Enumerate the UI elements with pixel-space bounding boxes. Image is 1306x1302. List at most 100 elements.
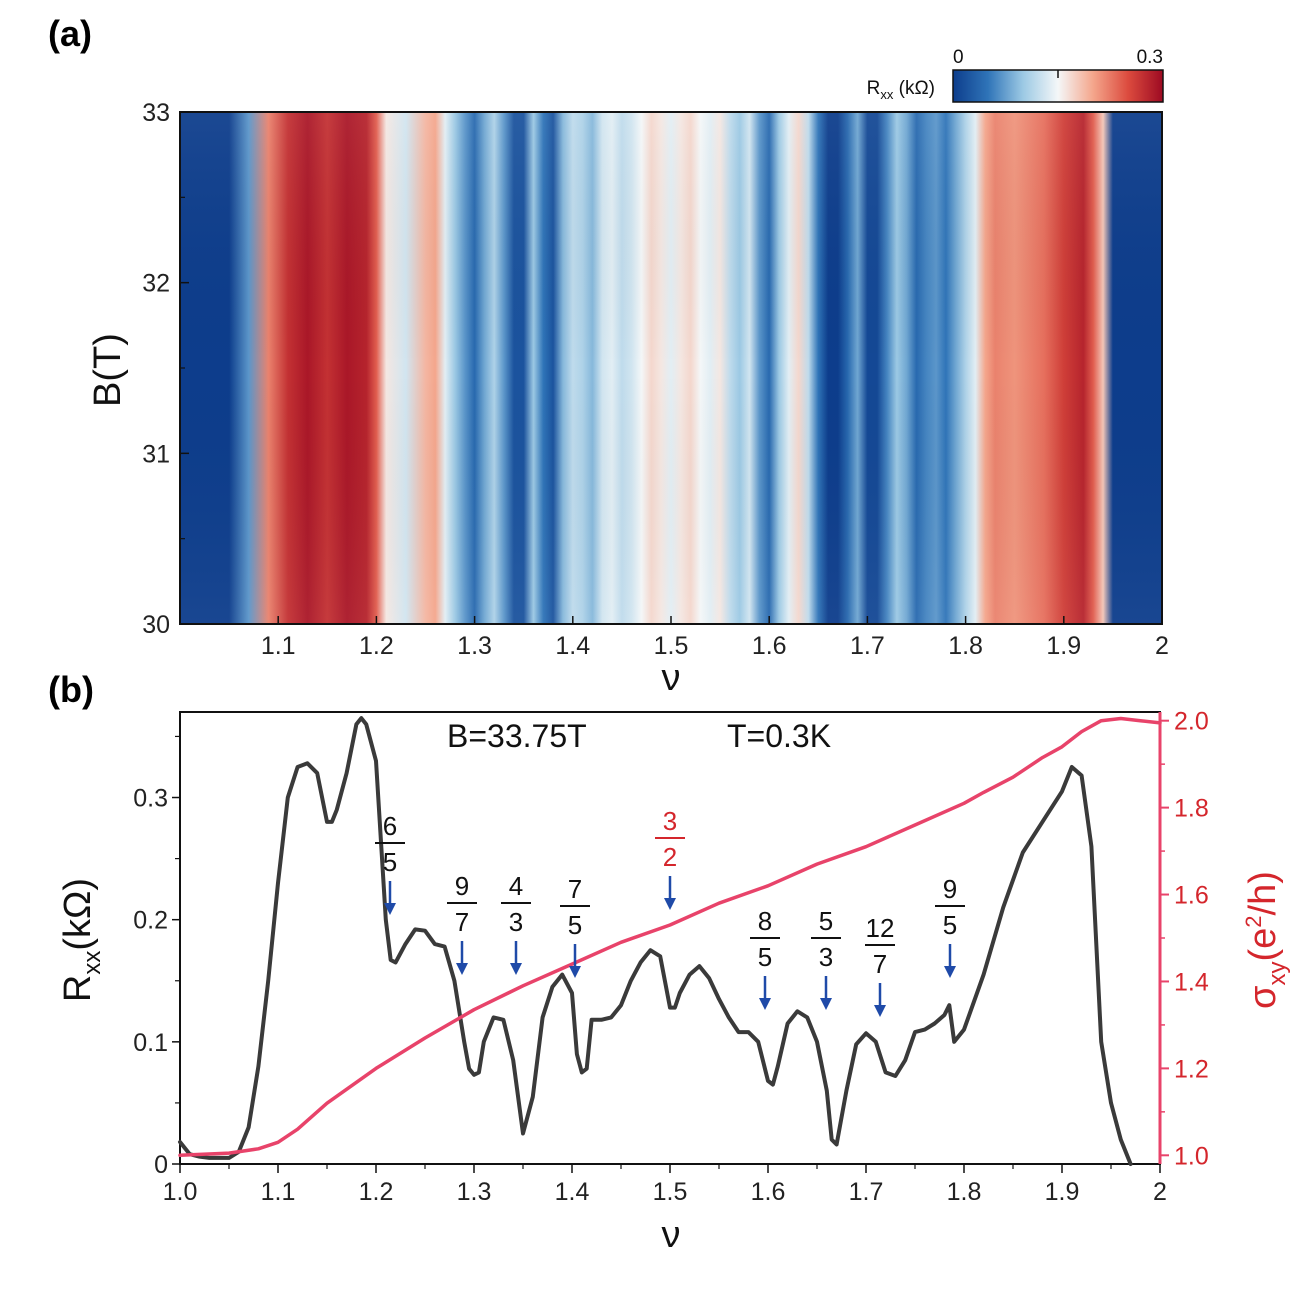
line-x-tick-label: 1.5 <box>653 1178 688 1206</box>
heatmap-x-tick-label: 1.7 <box>850 632 885 660</box>
fraction-denominator: 5 <box>758 942 772 972</box>
fraction-marker: 32 <box>655 806 685 910</box>
heatmap-y-tick-label: 32 <box>142 270 170 298</box>
fraction-numerator: 12 <box>866 913 895 943</box>
line-x-tick-label: 1.6 <box>751 1178 786 1206</box>
fraction-denominator: 3 <box>509 907 523 937</box>
heatmap-x-tick-label: 1.4 <box>555 632 590 660</box>
fraction-denominator: 2 <box>663 842 677 872</box>
heatmap-y-ticks: 30 31 32 33 <box>142 99 189 639</box>
line-x-tick-label: 1.9 <box>1045 1178 1080 1206</box>
right-y-tick-label: 1.2 <box>1174 1055 1209 1083</box>
heatmap-x-axis-label: ν <box>662 657 681 699</box>
rxx-curve <box>178 716 1133 1166</box>
fraction-denominator: 7 <box>455 907 469 937</box>
heatmap-shading <box>180 112 1162 624</box>
fraction-marker: 95 <box>935 874 965 978</box>
line-x-tick-label: 2 <box>1153 1178 1167 1206</box>
fraction-arrow-head <box>569 966 581 978</box>
right-y-label-end: /h) <box>1242 871 1284 915</box>
fraction-denominator: 3 <box>819 942 833 972</box>
fraction-marker: 75 <box>560 874 590 978</box>
fraction-numerator: 9 <box>455 871 469 901</box>
line-x-tick-label: 1.0 <box>163 1178 198 1206</box>
fraction-numerator: 5 <box>819 906 833 936</box>
line-chart-panel: 1.0 1.1 1.2 1.3 1.4 1.5 1.6 1.7 1.8 1.9 2 00.10.20… <box>57 708 1291 1256</box>
left-y-label-main: R <box>57 975 99 1002</box>
heatmap-x-tick-label: 1.6 <box>752 632 787 660</box>
right-y-label-unit: (e <box>1242 928 1284 962</box>
heatmap-y-tick-label: 30 <box>142 611 170 639</box>
colorbar-title-main: R <box>867 78 881 99</box>
fraction-numerator: 6 <box>383 811 397 841</box>
fraction-denominator: 5 <box>568 910 582 940</box>
right-y-tick-label: 1.4 <box>1174 968 1209 996</box>
heatmap-x-tick-label: 2 <box>1155 632 1169 660</box>
fraction-denominator: 7 <box>873 949 887 979</box>
fraction-arrow-head <box>510 963 522 975</box>
line-x-tick-label: 1.3 <box>457 1178 492 1206</box>
colorbar-title: Rxx (kΩ) <box>867 78 935 102</box>
left-y-tick-label: 0 <box>154 1151 168 1179</box>
fraction-arrow-head <box>874 1005 886 1017</box>
fraction-arrow-head <box>944 966 956 978</box>
heatmap-y-tick-label: 31 <box>142 440 170 468</box>
left-y-tick-label: 0.2 <box>133 907 168 935</box>
heatmap-x-tick-label: 1.9 <box>1046 632 1081 660</box>
fraction-arrow-head <box>759 998 771 1010</box>
line-chart-frame <box>179 711 1161 1165</box>
fraction-numerator: 4 <box>509 871 523 901</box>
fraction-numerator: 9 <box>943 874 957 904</box>
colorbar-min-label: 0 <box>953 47 964 68</box>
heatmap-x-tick-label: 1.8 <box>948 632 983 660</box>
line-x-tick-label: 1.7 <box>849 1178 884 1206</box>
right-y-tick-label: 1.8 <box>1174 795 1209 823</box>
left-y-axis-label: Rxx(kΩ) <box>57 878 106 1002</box>
fraction-arrow-head <box>820 998 832 1010</box>
heatmap-x-ticks: 1.1 1.2 1.3 1.4 1.5 1.6 1.7 1.8 1.9 2 <box>261 616 1169 660</box>
line-series-group <box>178 716 1162 1166</box>
heatmap-y-tick-label: 33 <box>142 99 170 127</box>
right-y-tick-label: 1.6 <box>1174 882 1209 910</box>
heatmap-x-tick-label: 1.1 <box>261 632 296 660</box>
line-x-axis-label: ν <box>662 1214 681 1256</box>
panel-a-label: (a) <box>48 13 92 54</box>
panel-b-label: (b) <box>48 669 94 710</box>
fraction-arrow-head <box>384 903 396 915</box>
left-y-tick-label: 0.3 <box>133 785 168 813</box>
fraction-marker: 85 <box>750 906 780 1010</box>
temperature-annotation: T=0.3K <box>727 718 831 754</box>
fraction-marker: 53 <box>811 906 841 1010</box>
fraction-arrow-head <box>664 898 676 910</box>
colorbar-title-unit: (kΩ) <box>893 78 935 99</box>
fraction-denominator: 5 <box>383 847 397 877</box>
fraction-marker: 127 <box>865 913 895 1017</box>
line-x-tick-label: 1.8 <box>947 1178 982 1206</box>
right-y-tick-label: 2.0 <box>1174 708 1209 736</box>
right-y-axis-label: σxy(e2/h) <box>1241 871 1291 1009</box>
heatmap-x-tick-label: 1.5 <box>654 632 689 660</box>
colorbar-title-sub: xx <box>880 87 894 102</box>
fraction-numerator: 8 <box>758 906 772 936</box>
line-x-tick-label: 1.1 <box>261 1178 296 1206</box>
fraction-marker: 65 <box>375 811 405 915</box>
left-y-label-sub: xx <box>79 951 106 975</box>
fraction-arrow-head <box>456 963 468 975</box>
line-x-tick-label: 1.4 <box>555 1178 590 1206</box>
heatmap-x-tick-label: 1.2 <box>359 632 394 660</box>
right-y-label-sub: xy <box>1264 961 1291 985</box>
colorbar-max-label: 0.3 <box>1137 47 1163 68</box>
field-annotation: B=33.75T <box>447 718 587 754</box>
line-x-ticks: 1.0 1.1 1.2 1.3 1.4 1.5 1.6 1.7 1.8 1.9 2 <box>163 1164 1167 1206</box>
heatmap-x-tick-label: 1.3 <box>457 632 492 660</box>
heatmap-y-axis-label: B(T) <box>87 333 129 407</box>
left-y-ticks: 0 0.1 0.2 0.3 <box>133 735 180 1179</box>
fraction-marker: 97 <box>447 871 477 975</box>
fraction-denominator: 5 <box>943 910 957 940</box>
right-y-tick-label: 1.0 <box>1174 1142 1209 1170</box>
left-y-label-unit: (kΩ) <box>57 878 99 951</box>
fraction-marker: 43 <box>501 871 531 975</box>
